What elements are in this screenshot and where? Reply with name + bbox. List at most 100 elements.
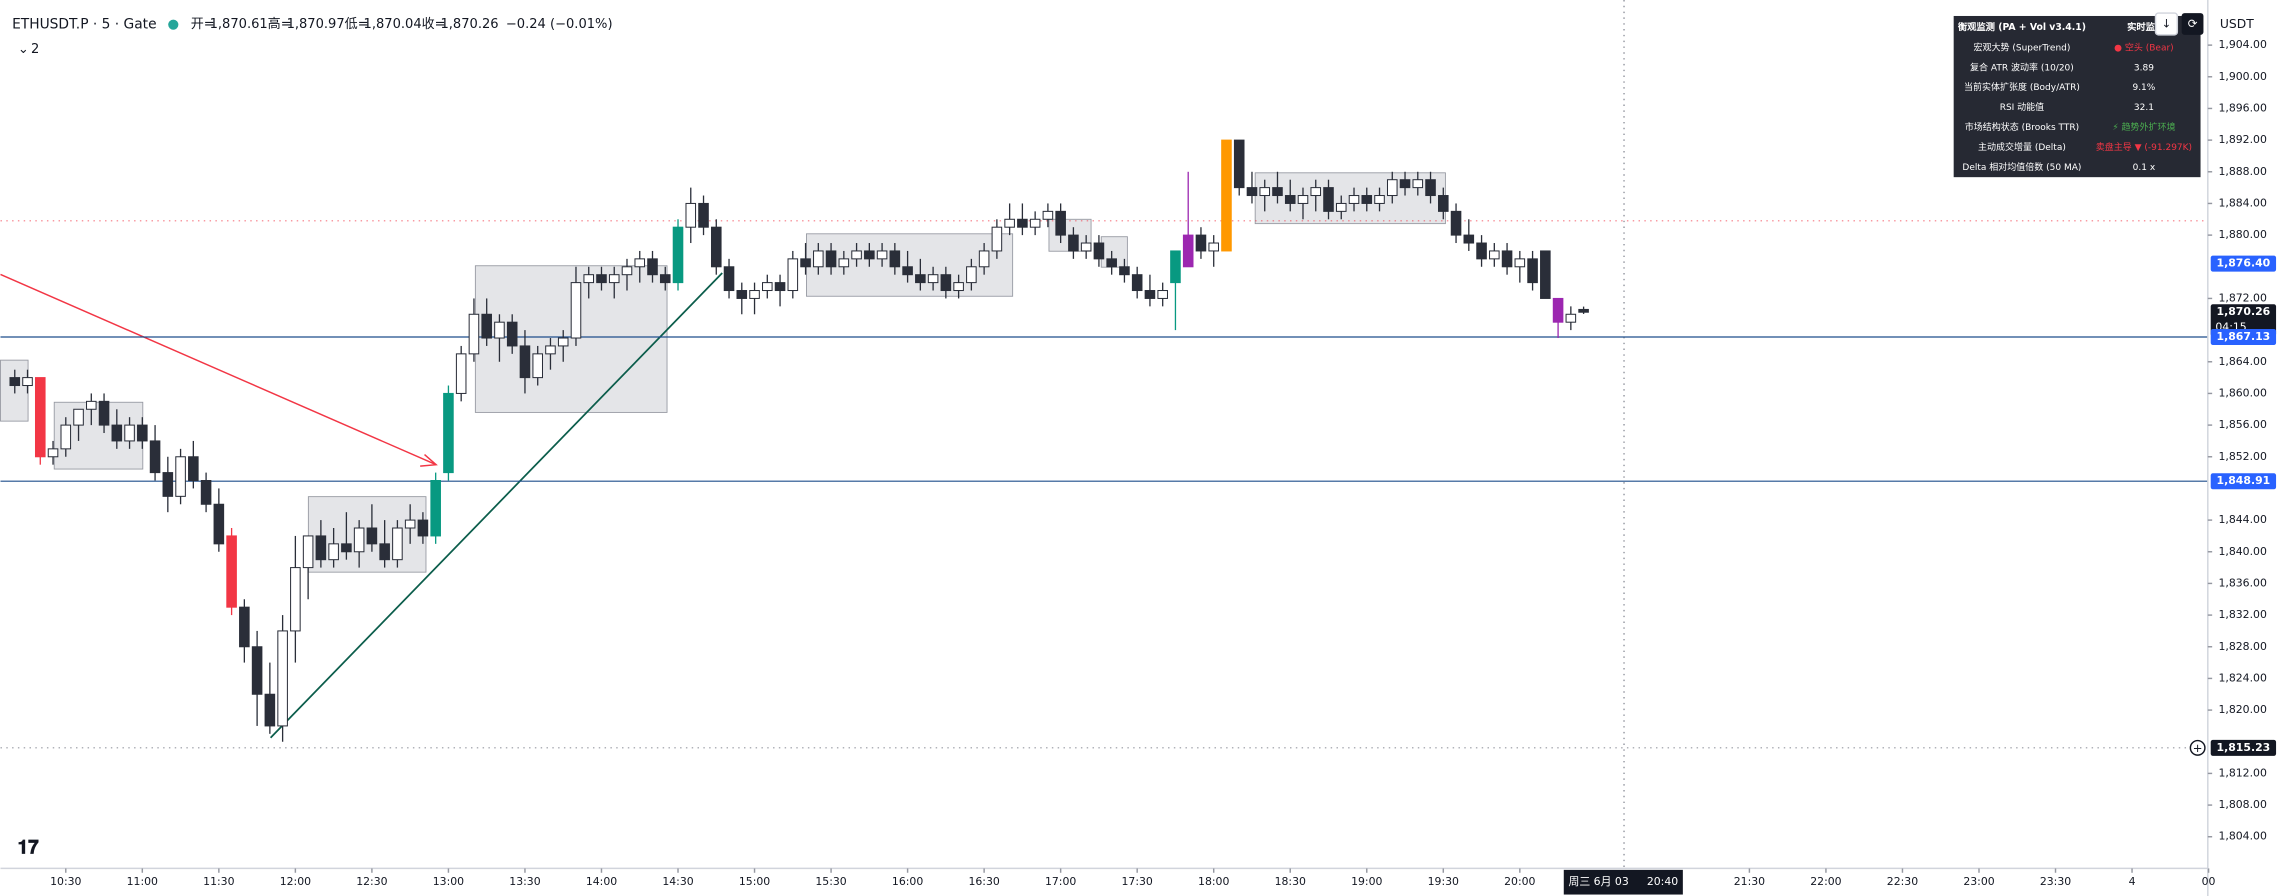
x-tick-label: 17:30 [1122,875,1153,888]
ohlc-value: 1,870.26 [440,17,498,32]
candle-body [379,543,390,561]
settings-button[interactable] [2181,13,2204,35]
candle-body [1080,242,1092,252]
candle-body [1272,187,1283,197]
cursor-time: 20:40 [1647,875,1678,888]
candle-body [1284,195,1296,204]
candle-body [915,274,926,284]
candle-body [98,400,110,426]
currency[interactable]: USDT [2220,17,2254,31]
y-tick-label: 1,812.00 [2218,766,2267,779]
candle-body [1514,258,1526,268]
ohlc-label: 收= [422,17,446,32]
x-tick-label: 12:00 [280,875,311,888]
candle-body [1348,195,1360,204]
candle-body [1323,187,1334,212]
indicator-count[interactable]: 2 [31,42,39,57]
download-button[interactable] [2154,12,2179,36]
y-tick-label: 1,904.00 [2218,38,2267,51]
candle-body [1450,210,1462,236]
candle-body [1170,250,1181,284]
candle-body [685,202,697,228]
panel-label: 主动成交增量 (Delta) [1978,141,2066,153]
candle-body [749,290,760,299]
y-tick-label: 1,840.00 [2218,545,2267,558]
candle-body [710,226,722,268]
ohlc-value: 1,870.61 [210,17,268,32]
panel-value: 卖盘主导 ▼ (-91.297K) [2096,141,2192,153]
x-tick-label: 19:00 [1351,875,1382,888]
cursor-box [1563,869,1683,895]
x-tick-label: 19:30 [1428,875,1459,888]
candle-body [927,274,939,284]
y-tick-label: 1,808.00 [2218,798,2267,811]
candle-body [1374,195,1385,204]
y-tick-label: 1,820.00 [2218,703,2267,716]
y-tick-label: 1,900.00 [2218,70,2267,83]
candle-body [1361,195,1373,204]
info-panel: 衡观监测 (PA + Vol v3.4.1) 实时监 宏观大势 (SuperTr… [1953,12,2204,178]
candle-body [149,440,161,474]
candle-body [1412,179,1424,189]
candle-body [86,400,97,410]
settings-icon[interactable]: ⟳ [2188,16,2198,30]
candle-body [468,313,480,355]
candle-body [1438,195,1449,212]
y-tick-label: 1,860.00 [2218,386,2267,399]
y-tick-label: 1,896.00 [2218,101,2267,114]
candle-body [264,693,276,727]
change: −0.24 (−0.01%) [506,17,613,32]
ohlc-label: 高= [268,16,292,32]
candle-body [825,250,837,268]
x-tick-label: 00 [2202,875,2216,888]
ohlc-label: 低= [345,17,369,32]
ohlc-value: 1,870.97 [287,17,345,32]
y-tick-label: 1,888.00 [2218,165,2267,178]
x-tick-label: 4 [2129,875,2136,888]
candle-body [1068,234,1079,252]
candle-body [1527,258,1538,284]
candle-body [1144,290,1156,299]
x-tick-label: 14:00 [586,875,617,888]
candle-body [838,258,850,268]
candle-body [315,535,327,561]
x-tick-label: 12:30 [356,875,387,888]
candle-body [1463,234,1475,244]
panel-status: 实时监 [2127,21,2156,33]
candle-body [1399,179,1411,189]
panel-rows: 宏观大势 (SuperTrend) ● 空头 (Bear) 复合 ATR 波动率 (… [1962,41,2192,172]
candle-body [698,202,709,228]
price-label: 1,815.23 [2217,741,2271,754]
candle-body [213,503,225,545]
candle-body [226,535,237,608]
candle-body [1208,242,1220,252]
candle-body [596,274,607,284]
candle-body [34,377,46,458]
candle-body [1476,242,1487,260]
candle-body [1310,187,1322,197]
y-tick-label: 1,824.00 [2218,671,2267,684]
candle-body [494,321,505,339]
price-label-box [2210,473,2277,490]
candle-body [978,250,990,268]
candle-body [940,274,952,292]
panel-label: Delta 相对均值倍数 (50 MA) [1962,161,2081,173]
candle-body [1182,234,1194,268]
y-tick-label: 1,832.00 [2218,608,2267,621]
candle-body [1195,234,1207,252]
candle-body [545,345,556,355]
candle-body [124,424,135,442]
x-tick-label: 11:00 [127,875,158,888]
panel-label: 复合 ATR 波动率 (10/20) [1970,61,2074,73]
candle-body [1119,266,1130,276]
trend-line [269,272,723,739]
candle-body [1221,139,1232,252]
candle-body [647,258,658,276]
download-icon[interactable]: ↓ [2162,16,2172,30]
y-tick-label: 1,880.00 [2218,228,2267,241]
candle-body [455,353,467,394]
candle-body [1425,179,1436,197]
indicator-toggle[interactable]: ⌄ [18,42,29,57]
